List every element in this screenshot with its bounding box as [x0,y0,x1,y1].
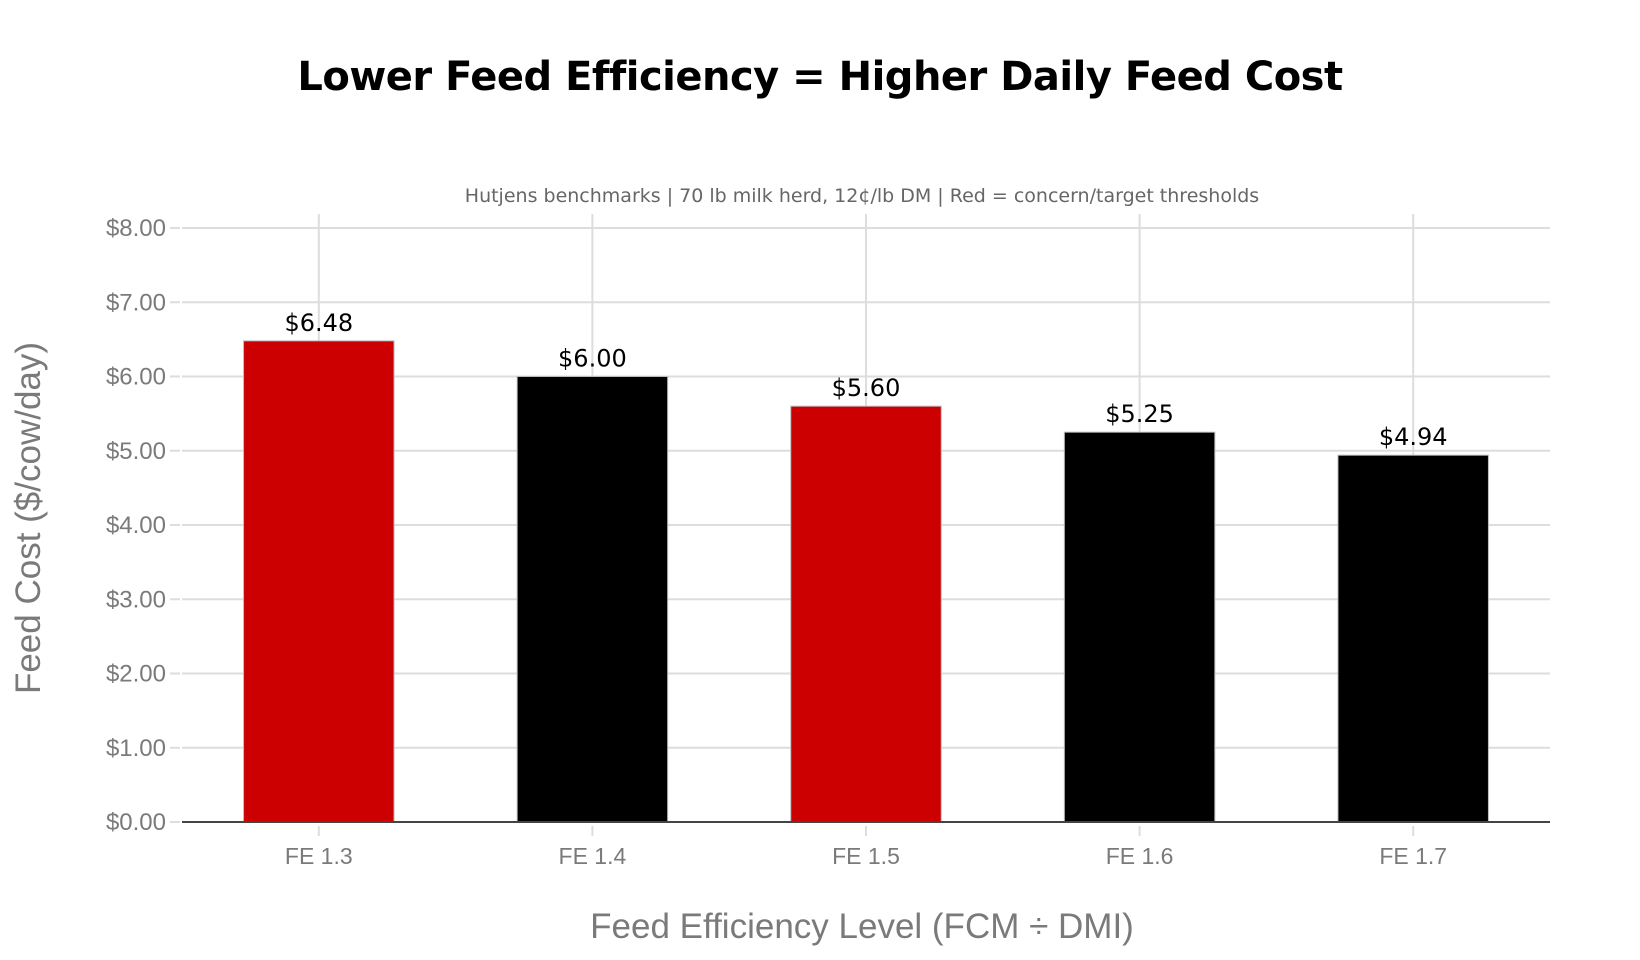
data-label: $6.48 [284,309,353,337]
x-tick-label: FE 1.4 [559,843,627,869]
x-tick-label: FE 1.3 [285,843,353,869]
y-tick-label: $0.00 [106,809,166,836]
data-label: $5.60 [832,374,901,402]
bar [1063,431,1216,823]
x-tick-label: FE 1.7 [1379,843,1447,869]
y-tick-label: $7.00 [106,289,166,316]
bar [790,405,942,823]
data-label: $4.94 [1379,423,1448,451]
bar [516,376,669,823]
data-label: $5.25 [1105,400,1174,428]
bar [1337,454,1489,823]
y-tick-label: $2.00 [106,661,166,688]
y-tick-label: $3.00 [106,586,166,613]
data-label: $6.00 [558,345,627,373]
data-labels: $6.48 $6.00 $5.60 $5.25 $4.94 [284,309,1447,451]
y-tick-label: $4.00 [106,512,166,539]
x-axis-label: Feed Efficiency Level (FCM ÷ DMI) [590,907,1134,946]
y-axis-ticks: $0.00 $1.00 $2.00 $3.00 $4.00 $5.00 $6.00 $7.00… [106,215,180,836]
y-tick-label: $1.00 [106,735,166,762]
y-tick-label: $8.00 [106,215,166,242]
y-tick-label: $6.00 [106,364,166,391]
y-tick-label: $5.00 [106,438,166,465]
x-tick-label: FE 1.6 [1106,843,1174,869]
bars [243,340,1489,823]
y-axis-label: Feed Cost ($/cow/day) [9,342,48,694]
chart-title: Lower Feed Efficiency = Higher Daily Fee… [297,54,1343,100]
x-axis-ticks: FE 1.3 FE 1.4 FE 1.5 FE 1.6 FE 1.7 [182,821,1550,869]
chart-subtitle: Hutjens benchmarks | 70 lb milk herd, 12… [465,185,1259,207]
x-tick-label: FE 1.5 [832,843,900,869]
bar [243,340,395,823]
